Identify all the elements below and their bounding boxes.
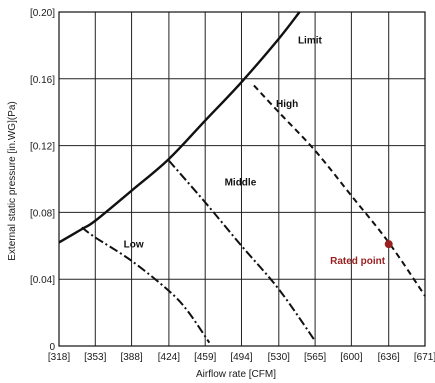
x-tick-label: [459] — [194, 352, 216, 363]
plot-frame — [58, 11, 426, 347]
rated-point-marker — [384, 240, 393, 249]
x-axis-label: Airflow rate [CFM] — [196, 369, 276, 380]
y-tick-label: [0.20] — [30, 8, 55, 19]
x-tick-label: [388] — [120, 352, 142, 363]
series-line-low — [81, 226, 211, 344]
series-lines — [58, 11, 426, 344]
x-tick-label: [353] — [84, 352, 106, 363]
series-line-high — [253, 84, 426, 297]
y-tick-labels: 0 [0.04] [0.08] [0.12] [0.16] [0.20] — [30, 8, 55, 353]
annotation-middle: Middle — [225, 178, 257, 189]
x-tick-label: [600] — [340, 352, 362, 363]
y-tick-label: [0.04] — [30, 275, 55, 286]
series-annotations: Limit High Middle Low — [124, 36, 323, 251]
x-tick-labels: [318] [353] [388] [424] [459] [494] [530] [565]… — [48, 352, 435, 363]
rated-point-label: Rated point — [330, 256, 386, 267]
x-tick-label: [565] — [304, 352, 326, 363]
y-axis-label: External static pressure [in.WG](Pa) — [7, 101, 18, 261]
series-line-middle — [168, 159, 316, 342]
x-tick-label: [318] — [48, 352, 70, 363]
x-tick-label: [530] — [268, 352, 290, 363]
annotation-high: High — [276, 99, 298, 110]
grid — [58, 11, 426, 347]
x-tick-label: [494] — [230, 352, 252, 363]
y-tick-label: [0.08] — [30, 208, 55, 219]
series-line-limit — [58, 11, 301, 244]
y-tick-label: [0.12] — [30, 142, 55, 153]
x-tick-label: [671] — [414, 352, 435, 363]
x-tick-label: [636] — [378, 352, 400, 363]
annotation-low: Low — [124, 239, 144, 250]
y-tick-label: [0.16] — [30, 75, 55, 86]
x-tick-label: [424] — [158, 352, 180, 363]
annotation-limit: Limit — [298, 36, 323, 47]
y-tick-label: 0 — [49, 342, 55, 353]
